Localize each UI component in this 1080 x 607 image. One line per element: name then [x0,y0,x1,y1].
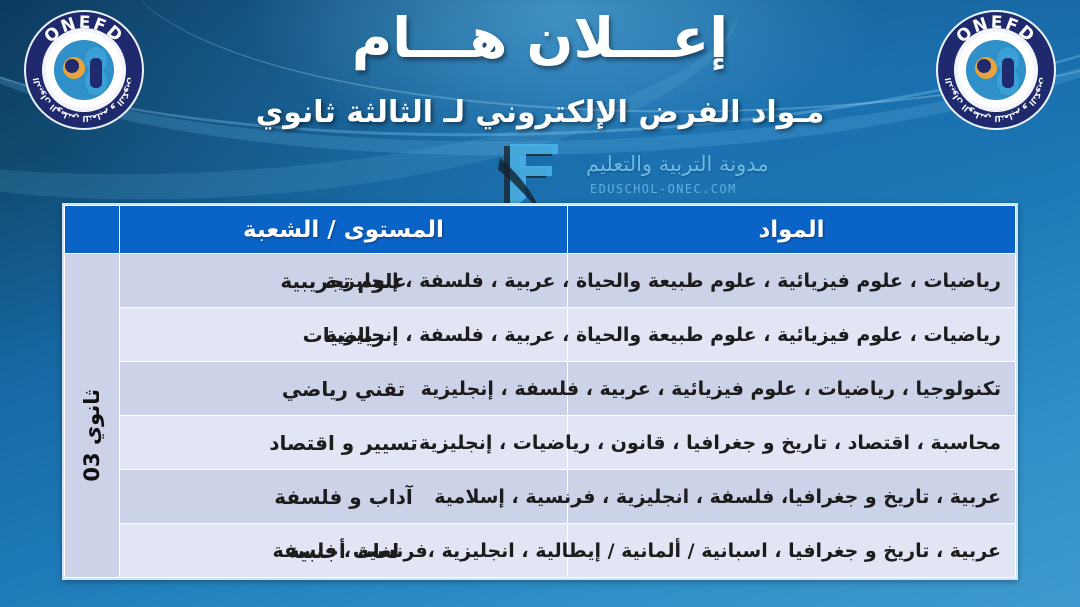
cell-stream: علوم تجريبية [119,253,568,308]
page-title: إعـــلان هـــام [351,6,729,70]
cell-subjects: رياضيات ، علوم فيزيائية ، علوم طبيعة وال… [325,253,1016,308]
table-row: عربية ، تاريخ و جغرافيا، فلسفة ، انجليزي… [65,469,1016,524]
cell-stream: رياضيات [119,307,568,362]
table-body: رياضيات ، علوم فيزيائية ، علوم طبيعة وال… [64,253,1016,578]
table-row: محاسبة ، اقتصاد ، تاريخ و جغرافيا ، قانو… [65,415,1016,470]
cell-level: ثانوي 03 [64,253,120,578]
table-head: المواد المستوى / الشعبة [64,205,1016,254]
table-row: رياضيات ، علوم فيزيائية ، علوم طبيعة وال… [65,307,1016,362]
table-row: عربية ، تاريخ و جغرافيا ، اسبانية / ألما… [65,523,1016,578]
page-subtitle: مـواد الفرض الإلكتروني لـ الثالثة ثانوي [255,95,825,130]
cell-subjects: تكنولوجيا ، رياضيات ، علوم فيزيائية ، عر… [421,361,1016,416]
column-header-level [64,205,120,254]
table-row: تكنولوجيا ، رياضيات ، علوم فيزيائية ، عر… [65,361,1016,416]
cell-stream: لغات أجنبية [119,523,568,578]
subjects-table-container: المواد المستوى / الشعبة رياضيات ، علوم ف… [62,203,1018,580]
cell-subjects: عربية ، تاريخ و جغرافيا، فلسفة ، انجليزي… [434,469,1016,524]
cell-subjects: عربية ، تاريخ و جغرافيا ، اسبانية / ألما… [272,523,1016,578]
onefd-logo-right: ONEFD الديوان الوطني للتعليم و التكوين [934,8,1058,132]
column-header-subjects: المواد [567,205,1016,254]
cell-subjects: محاسبة ، اقتصاد ، تاريخ و جغرافيا ، قانو… [419,415,1016,470]
level-label-vertical: ثانوي 03 [80,388,104,482]
cell-stream: آداب و فلسفة [119,469,568,524]
cell-subjects: رياضيات ، علوم فيزيائية ، علوم طبيعة وال… [325,307,1016,362]
onefd-logo-left: ONEFD الديوان الوطني للتعليم و التكوين [22,8,146,132]
watermark-url-text: EDUSCHOL-ONEC.COM [590,182,737,196]
cell-stream: تسيير و اقتصاد [119,415,568,470]
table-header-row: المواد المستوى / الشعبة [64,205,1016,254]
column-header-stream: المستوى / الشعبة [119,205,568,254]
subjects-table: المواد المستوى / الشعبة رياضيات ، علوم ف… [64,205,1016,578]
header-glow [240,0,880,160]
table-row: رياضيات ، علوم فيزيائية ، علوم طبيعة وال… [64,253,1016,578]
cell-stream: تقني رياضي [119,361,568,416]
